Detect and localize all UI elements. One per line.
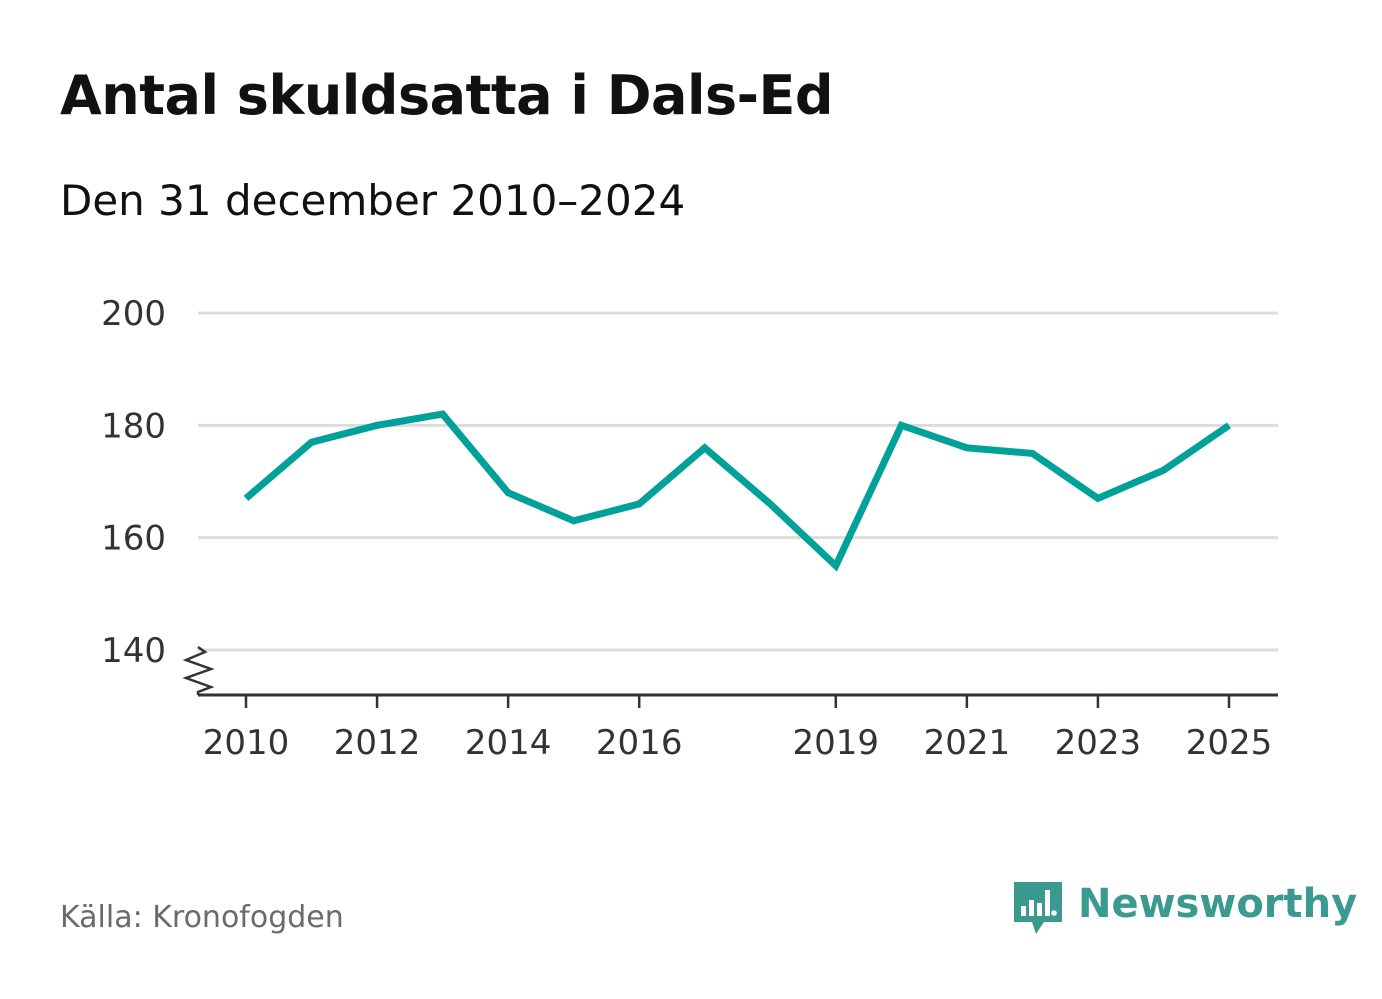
series-line-0 xyxy=(243,410,1231,572)
chart-subtitle: Den 31 december 2010–2024 xyxy=(60,176,686,225)
newsworthy-chart-icon xyxy=(1014,882,1062,934)
x-tick-label-2012: 2012 xyxy=(334,723,421,763)
chart-title: Antal skuldsatta i Dals-Ed xyxy=(60,64,834,127)
brand-name: Newsworthy xyxy=(1078,881,1358,927)
source-note: Källa: Kronofogden xyxy=(60,900,344,935)
y-tick-label-160: 160 xyxy=(101,519,166,559)
y-axis-break xyxy=(182,645,215,695)
y-tick-label-140: 140 xyxy=(101,631,166,671)
x-tick-label-2016: 2016 xyxy=(596,723,683,763)
x-tick-label-2019: 2019 xyxy=(793,723,880,763)
series-layer xyxy=(243,410,1231,572)
x-tick-label-2021: 2021 xyxy=(924,723,1011,763)
x-tick-label-2023: 2023 xyxy=(1055,723,1142,763)
x-tick-label-2014: 2014 xyxy=(465,723,552,763)
x-tick-label-2010: 2010 xyxy=(203,723,290,763)
x-tick-label-2025: 2025 xyxy=(1186,723,1273,763)
y-axis-ticks: 140 160 180 200 xyxy=(101,294,166,671)
x-axis xyxy=(182,645,1278,697)
newsworthy-logo: Newsworthy xyxy=(1010,876,1357,942)
grid-lines xyxy=(198,311,1278,652)
y-tick-label-200: 200 xyxy=(101,294,166,334)
x-axis-ticks: 2010 2012 2014 2016 2019 2021 2023 2025 xyxy=(203,695,1273,763)
y-tick-label-180: 180 xyxy=(101,406,166,446)
